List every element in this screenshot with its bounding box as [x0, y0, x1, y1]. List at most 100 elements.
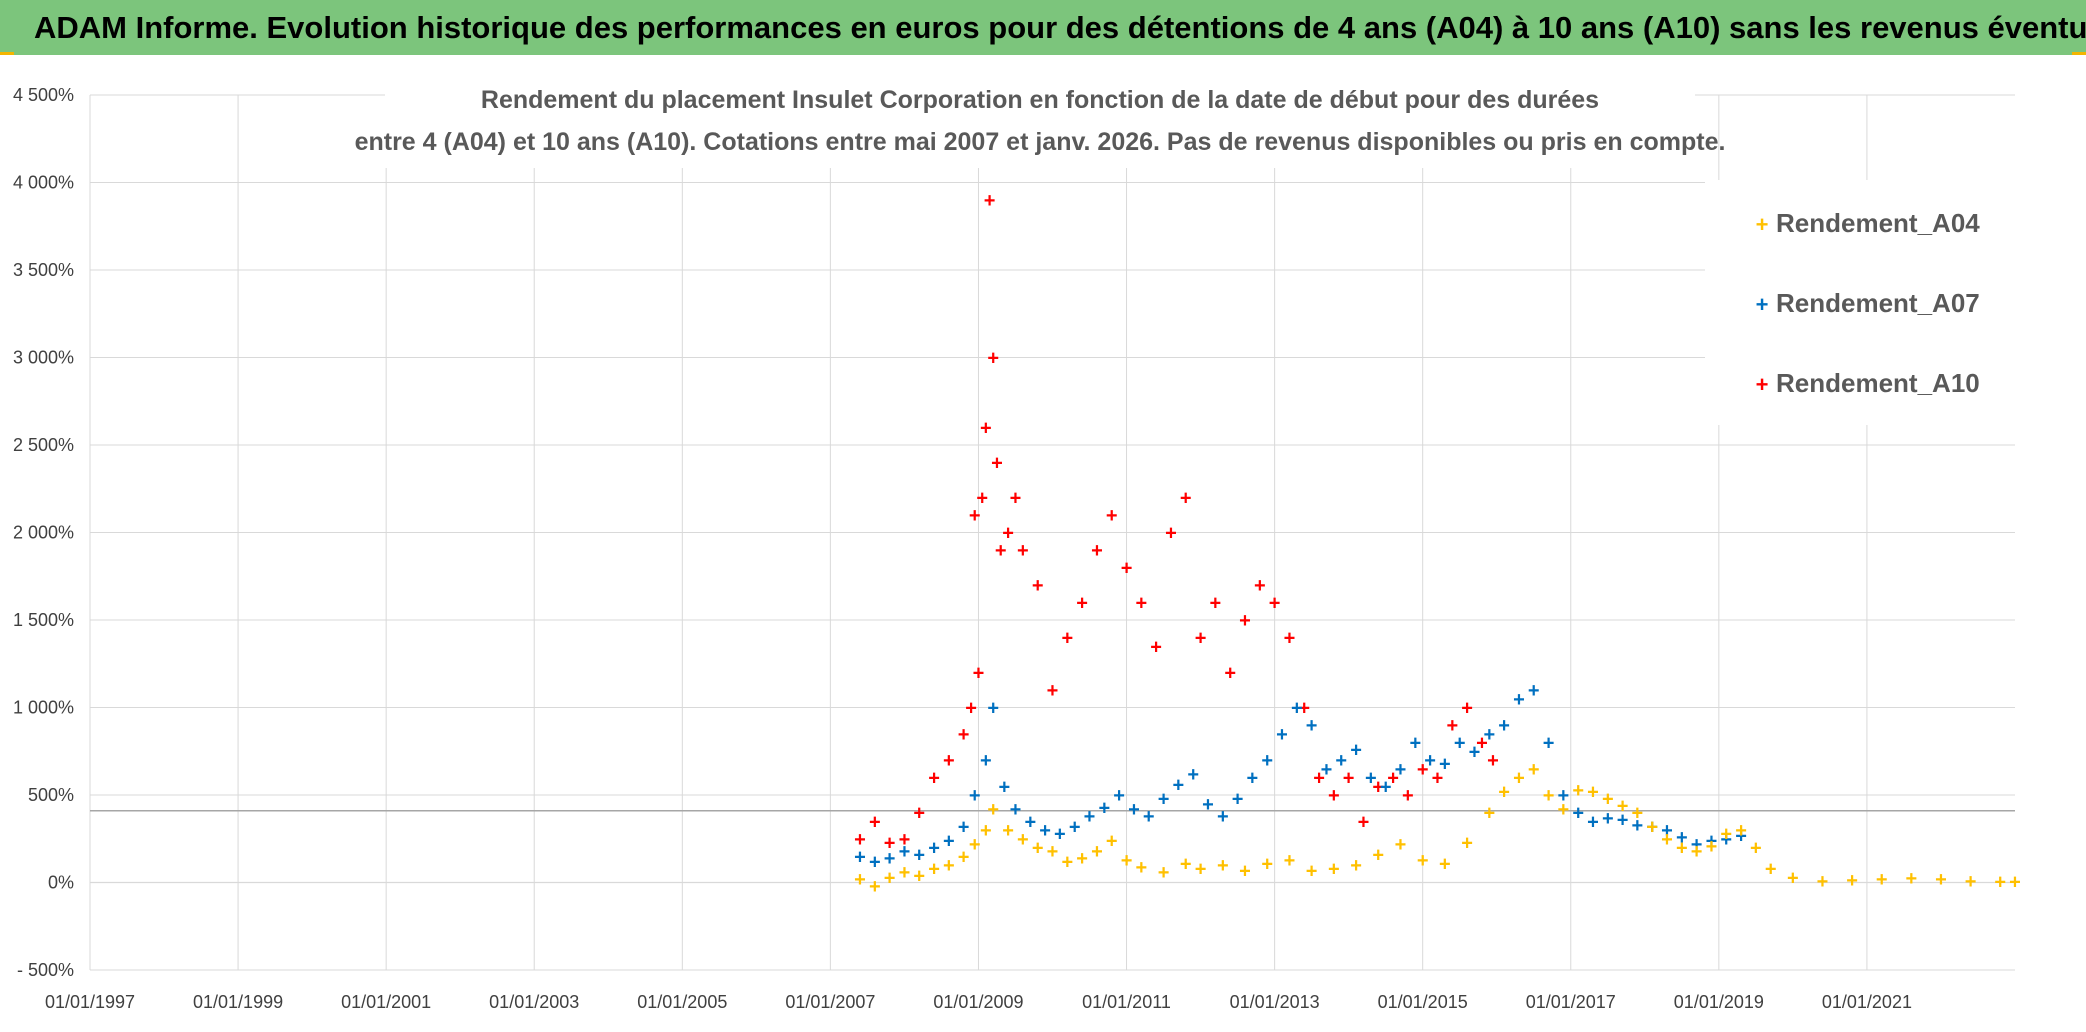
data-point: +: [958, 817, 970, 839]
x-tick-label: 01/01/2011: [1082, 992, 1171, 1012]
y-tick-label: 4 500%: [13, 85, 74, 105]
grid-layer: - 500% 0% 500% 1 000% 1 500% 2 000% 2 500% 3 00…: [13, 85, 2015, 1012]
data-point: +: [1121, 558, 1133, 580]
x-tick-label: 01/01/1999: [193, 992, 283, 1012]
data-point: +: [1217, 855, 1229, 877]
data-point: +: [973, 663, 985, 685]
y-tick-label: 3 000%: [13, 348, 74, 368]
data-point: +: [1069, 817, 1081, 839]
data-point: +: [1372, 776, 1384, 798]
data-point: +: [1572, 803, 1584, 825]
data-point: +: [1032, 838, 1044, 860]
data-point: +: [1513, 689, 1525, 711]
data-point: +: [1343, 768, 1355, 790]
data-point: +: [1439, 853, 1451, 875]
y-tick-label: 4 000%: [13, 173, 74, 193]
corner-accent-left: [0, 52, 14, 57]
data-point: +: [1965, 871, 1977, 893]
data-point: +: [884, 832, 896, 854]
series-Rendement_A04: + + + + + + + +++++ + + + + + + ++ + + + + + + + + + + + + ++ +++++ +…: [854, 759, 2021, 898]
x-tick-label: 01/01/2001: [341, 992, 431, 1012]
x-tick-label: 01/01/2019: [1674, 992, 1764, 1012]
data-point: +: [1032, 575, 1044, 597]
data-point: +: [991, 453, 1003, 475]
data-point: +: [999, 776, 1011, 798]
data-point: +: [1417, 850, 1429, 872]
data-point: +: [1002, 820, 1014, 842]
data-point: +: [869, 811, 881, 833]
data-point: +: [1787, 867, 1799, 889]
data-point: +: [1602, 789, 1614, 811]
data-point: +: [1239, 610, 1251, 632]
data-point: +: [1276, 724, 1288, 746]
data-point: +: [1528, 680, 1540, 702]
data-point: +: [2009, 872, 2021, 894]
data-point: +: [1461, 698, 1473, 720]
data-point: +: [987, 698, 999, 720]
data-point: +: [1247, 768, 1259, 790]
corner-accent-right: [2072, 52, 2086, 57]
data-point: +: [1380, 776, 1392, 798]
data-point: +: [1195, 628, 1207, 650]
x-tick-label: 01/01/2017: [1526, 992, 1616, 1012]
y-tick-label: 0%: [48, 873, 74, 893]
data-point: +: [1735, 820, 1747, 842]
data-point: +: [1098, 797, 1110, 819]
y-tick-label: - 500%: [17, 960, 74, 980]
data-point: +: [1395, 759, 1407, 781]
data-point: +: [1335, 750, 1347, 772]
data-point: +: [1498, 782, 1510, 804]
data-point: +: [1254, 575, 1266, 597]
data-point: +: [1876, 869, 1888, 891]
data-point: +: [1091, 841, 1103, 863]
legend-marker-a07: +: [1756, 292, 1769, 317]
data-point: +: [1358, 811, 1370, 833]
data-point: +: [1224, 663, 1236, 685]
data-point: +: [1180, 853, 1192, 875]
x-tick-label: 01/01/2015: [1378, 992, 1468, 1012]
data-point: +: [1691, 834, 1703, 856]
data-point: +: [969, 505, 981, 527]
data-point: +: [1735, 825, 1747, 847]
data-point: +: [1587, 811, 1599, 833]
data-point: +: [1646, 817, 1658, 839]
data-point: +: [1017, 540, 1029, 562]
x-tick-label: 01/01/2009: [933, 992, 1023, 1012]
chart-title-line-1: Rendement du placement Insulet Corporati…: [481, 86, 1599, 114]
page-title: ADAM Informe. Evolution historique des p…: [0, 0, 2086, 55]
data-point: +: [1676, 827, 1688, 849]
data-point: +: [1409, 733, 1421, 755]
data-point: +: [1543, 785, 1555, 807]
data-point: +: [928, 838, 940, 860]
data-point: +: [1661, 820, 1673, 842]
data-point: +: [1617, 796, 1629, 818]
data-point: +: [987, 799, 999, 821]
data-point: +: [958, 846, 970, 868]
data-point: +: [1461, 832, 1473, 854]
data-point: +: [1691, 841, 1703, 863]
series-Rendement_A07: + + + + + + ++++++++ + + + + +++ +++ ++++++++++ + ++ +++…: [854, 680, 1747, 874]
data-point: +: [1313, 768, 1325, 790]
data-point: +: [1061, 628, 1073, 650]
data-point: +: [1091, 540, 1103, 562]
x-tick-label: 01/01/2013: [1230, 992, 1320, 1012]
data-point: +: [1402, 785, 1414, 807]
data-point: +: [1646, 817, 1658, 839]
data-point: +: [1632, 815, 1644, 837]
y-tick-label: 2 000%: [13, 523, 74, 543]
data-point: +: [1076, 848, 1088, 870]
data-point: +: [1261, 750, 1273, 772]
data-point: +: [1498, 715, 1510, 737]
data-point: +: [1424, 750, 1436, 772]
data-point: +: [1039, 820, 1051, 842]
data-point: +: [1558, 785, 1570, 807]
data-point: +: [1328, 785, 1340, 807]
data-point: +: [980, 418, 992, 440]
data-point: +: [1284, 850, 1296, 872]
data-point: +: [1817, 871, 1829, 893]
data-point: +: [869, 876, 881, 898]
data-point: +: [884, 848, 896, 870]
data-point: +: [1350, 740, 1362, 762]
data-point: +: [1195, 859, 1207, 881]
data-point: +: [965, 698, 977, 720]
